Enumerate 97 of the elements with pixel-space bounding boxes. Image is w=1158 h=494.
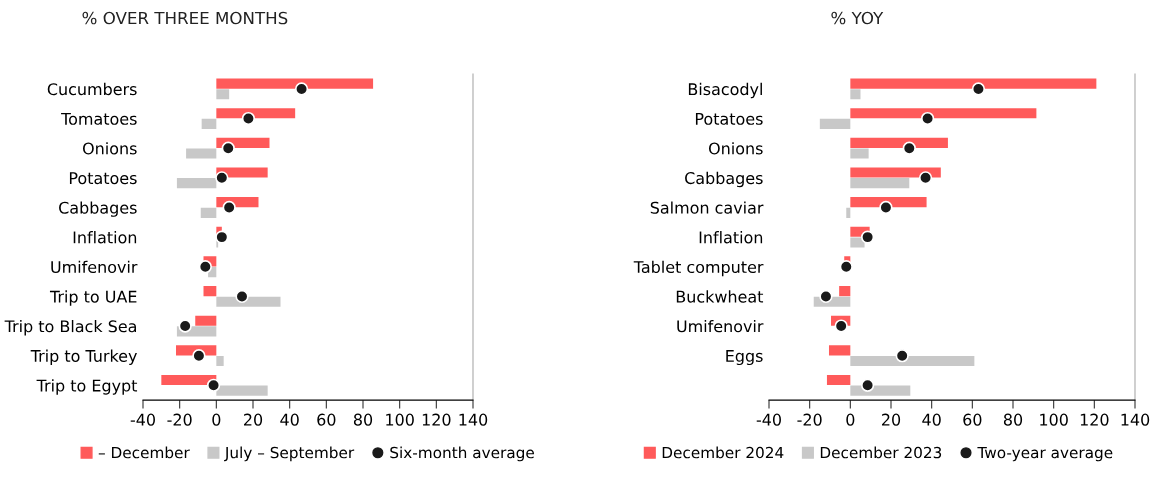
x-tick-label: 20: [244, 413, 263, 426]
x-tick-label: 140: [1121, 413, 1150, 426]
point: [918, 171, 933, 185]
point: [902, 141, 916, 155]
legend-label: December 2024: [662, 446, 784, 459]
point: [241, 111, 256, 126]
point: [235, 289, 249, 304]
x-tick-label: 0: [846, 413, 855, 426]
legend-label: Two-year average: [977, 446, 1113, 462]
bar: [161, 374, 217, 386]
x-tick-label: 40: [922, 413, 941, 426]
bar: [216, 78, 374, 89]
point: [215, 230, 229, 244]
y-tick-label: Salmon caviar: [650, 201, 764, 214]
y-tick-label: Inflation: [73, 231, 137, 244]
y-tick-label: Cucumbers: [47, 82, 137, 96]
bar: [850, 148, 869, 159]
point: [834, 319, 848, 333]
legend-label: July – September: [224, 446, 355, 462]
y-tick-label: Potatoes: [695, 112, 763, 125]
x-tick-label: 60: [317, 413, 336, 426]
x-tick-label: 100: [1040, 413, 1068, 426]
x-tick-label: 0: [212, 413, 221, 426]
bar: [195, 315, 217, 326]
y-tick-label: Umifenovir: [51, 260, 138, 274]
chart-title: % OVER THREE MONTHS: [82, 11, 288, 25]
point: [221, 141, 235, 155]
point: [294, 82, 309, 96]
x-tick-label: 100: [386, 413, 414, 426]
bar: [200, 207, 217, 218]
y-tick-label: Trip to Black Sea: [4, 319, 136, 336]
point: [839, 260, 853, 274]
point: [198, 260, 212, 274]
x-tick-label: -20: [167, 413, 192, 426]
x-tick-label: 140: [459, 413, 488, 426]
bar: [819, 118, 851, 129]
bar: [850, 167, 941, 178]
bar: [850, 108, 1037, 119]
point: [819, 289, 833, 304]
bar: [850, 89, 861, 100]
bar: [216, 89, 230, 100]
x-tick-label: 80: [1003, 413, 1023, 426]
chart-title: % YOY: [831, 11, 884, 25]
bar: [826, 374, 851, 386]
y-tick-label: Potatoes: [69, 172, 137, 185]
x-tick-label: -40: [756, 413, 781, 426]
bar: [828, 345, 851, 356]
bar: [846, 207, 851, 218]
bar: [850, 355, 975, 367]
point: [206, 378, 221, 392]
point: [920, 111, 935, 126]
x-tick-label: 40: [280, 413, 299, 426]
y-tick-label: Umifenovir: [677, 319, 764, 333]
bar: [850, 137, 948, 148]
bar: [203, 286, 217, 297]
legend-label: December 2023: [820, 446, 942, 459]
bar: [850, 78, 1097, 89]
y-tick-label: Tomatoes: [61, 112, 137, 125]
x-tick-label: 80: [353, 413, 373, 426]
point: [879, 200, 893, 215]
y-tick-label: Trip to UAE: [49, 290, 137, 306]
x-tick-label: -20: [797, 413, 822, 426]
bar: [186, 148, 217, 159]
x-tick-label: 120: [422, 413, 451, 426]
point: [178, 319, 192, 333]
y-tick-label: Eggs: [726, 350, 763, 366]
point: [895, 349, 909, 363]
x-tick-label: 60: [963, 413, 982, 426]
point: [215, 171, 229, 185]
point: [971, 82, 986, 96]
x-tick-label: 120: [1080, 413, 1109, 426]
x-tick-label: -40: [130, 413, 155, 426]
legend-label: – December: [98, 446, 190, 459]
y-tick-label: Trip to Turkey: [30, 349, 137, 366]
bar: [216, 355, 224, 367]
point: [222, 200, 236, 215]
y-tick-label: Onions: [708, 142, 763, 155]
point: [860, 378, 875, 392]
y-tick-label: Buckwheat: [676, 290, 764, 303]
y-tick-label: Cabbages: [685, 171, 763, 188]
y-tick-label: Cabbages: [59, 201, 137, 217]
legend-label: Six-month average: [390, 446, 534, 462]
bar: [216, 108, 296, 119]
x-tick-label: 20: [882, 413, 901, 426]
bar: [839, 286, 851, 297]
point: [192, 349, 206, 363]
bar: [850, 197, 927, 208]
y-tick-label: Trip to Egypt: [36, 379, 138, 395]
bar: [201, 118, 217, 129]
y-tick-label: Tablet computer: [633, 260, 764, 277]
y-tick-label: Inflation: [699, 231, 763, 244]
bar: [216, 385, 268, 396]
point: [860, 230, 875, 244]
bar: [176, 178, 217, 189]
y-tick-label: Onions: [82, 142, 137, 155]
bar: [850, 178, 910, 189]
y-tick-label: Bisacodyl: [688, 82, 762, 99]
